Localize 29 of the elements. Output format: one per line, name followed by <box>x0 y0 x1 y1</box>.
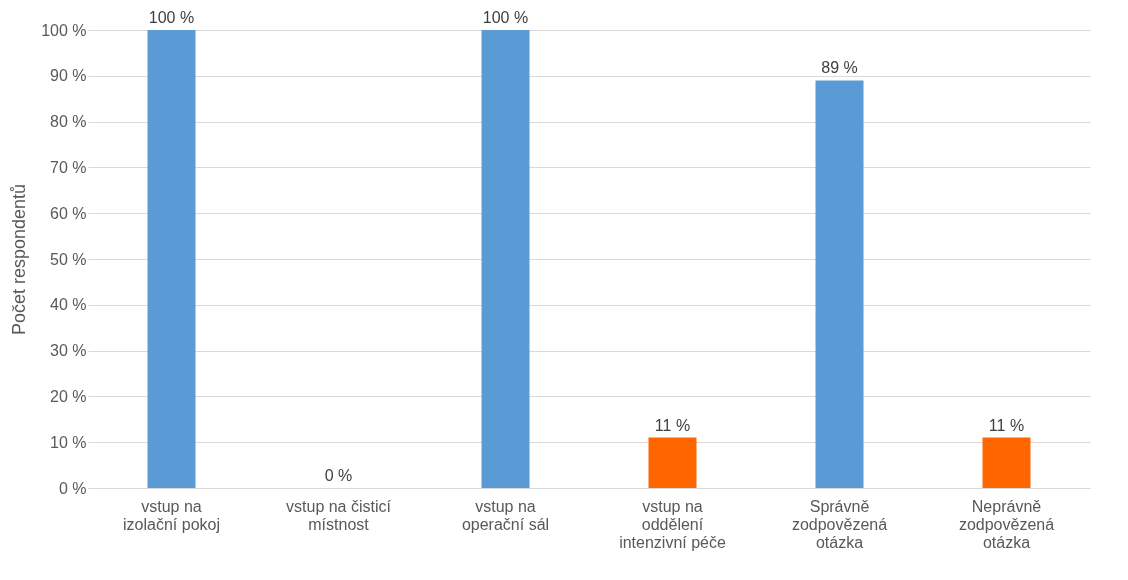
y-tick-label: 70 % <box>50 158 87 176</box>
data-label: 100 % <box>482 9 529 26</box>
y-tick-label: 90 % <box>50 67 87 85</box>
y-axis-title: Počet respondentů <box>9 183 30 336</box>
y-tick-label: 60 % <box>50 204 87 222</box>
y-tick-label: 20 % <box>50 387 87 405</box>
x-tick-label: Správně zodpovězená otázka <box>791 497 888 551</box>
x-tick-label: Neprávně zodpovězená otázka <box>958 497 1055 551</box>
y-tick-label: 0 % <box>58 479 87 497</box>
bar <box>815 80 864 488</box>
data-label: 11 % <box>654 416 691 434</box>
x-tick-label: vstup na operační sál <box>461 497 550 533</box>
bar <box>648 437 697 488</box>
y-tick-label: 10 % <box>50 433 87 451</box>
x-tick-label: vstup na čisticí místnost <box>286 497 392 533</box>
data-label: 11 % <box>988 416 1025 434</box>
y-tick-label: 30 % <box>50 342 87 360</box>
y-tick-label: 100 % <box>41 21 87 39</box>
y-tick-label: 50 % <box>50 250 87 268</box>
bar <box>481 30 530 488</box>
bar <box>147 30 196 488</box>
data-label: 0 % <box>324 467 353 484</box>
x-tick-label: vstup na izolační pokoj <box>123 497 220 533</box>
data-label: 100 % <box>148 9 195 26</box>
y-tick-label: 40 % <box>50 296 87 314</box>
bar <box>982 437 1031 488</box>
data-label: 89 % <box>821 59 858 77</box>
y-tick-label: 80 % <box>50 113 87 131</box>
x-tick-label: vstup na oddělení intenzivní péče <box>619 497 726 551</box>
